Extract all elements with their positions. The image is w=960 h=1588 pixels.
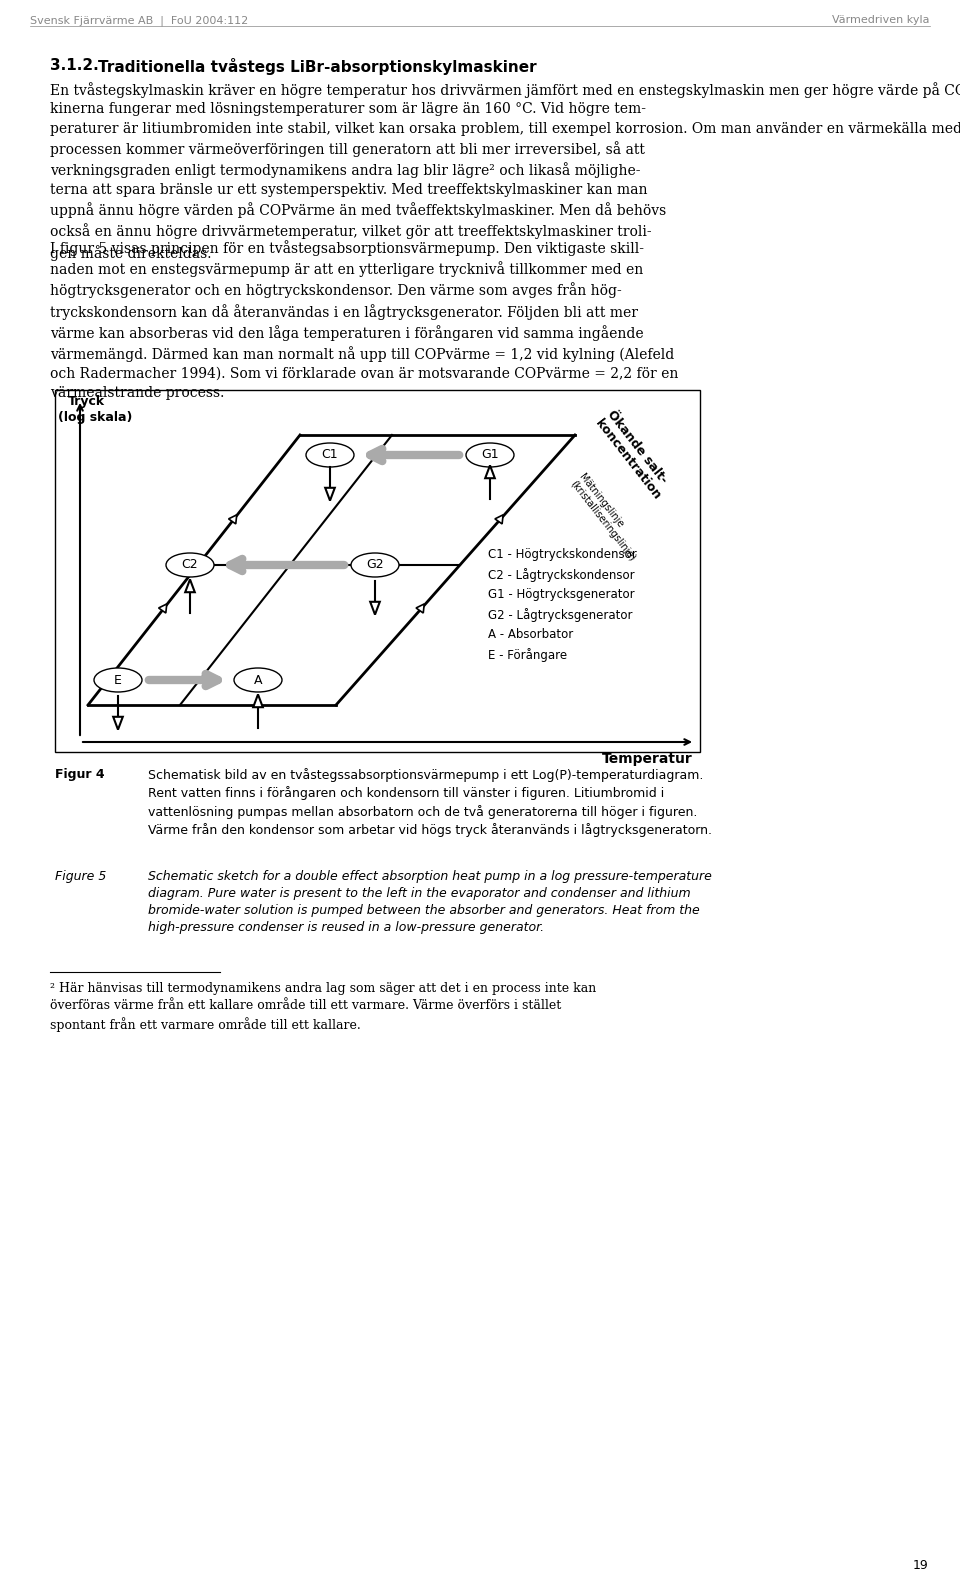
Text: A - Absorbator: A - Absorbator [488, 627, 573, 642]
Polygon shape [185, 580, 195, 592]
Text: G2 - Lågtrycksgenerator: G2 - Lågtrycksgenerator [488, 608, 633, 622]
Text: G1 - Högtrycksgenerator: G1 - Högtrycksgenerator [488, 588, 635, 600]
Polygon shape [158, 603, 167, 613]
Text: ² Här hänvisas till termodynamikens andra lag som säger att det i en process int: ² Här hänvisas till termodynamikens andr… [50, 981, 596, 1032]
Ellipse shape [351, 553, 399, 576]
Text: (log skala): (log skala) [58, 411, 132, 424]
Text: Schematic sketch for a double effect absorption heat pump in a log pressure-temp: Schematic sketch for a double effect abs… [148, 870, 712, 934]
Text: Schematisk bild av en tvåstegssabsorptionsvärmepump i ett Log(P)-temperaturdiagr: Schematisk bild av en tvåstegssabsorptio… [148, 769, 712, 837]
Ellipse shape [466, 443, 514, 467]
Text: C1 - Högtryckskondensor: C1 - Högtryckskondensor [488, 548, 636, 561]
Text: C1: C1 [322, 448, 338, 462]
Text: Svensk Fjärrvärme AB  |  FoU 2004:112: Svensk Fjärrvärme AB | FoU 2004:112 [30, 14, 249, 25]
Polygon shape [113, 716, 123, 729]
Text: 19: 19 [912, 1559, 928, 1572]
Text: C2: C2 [181, 559, 199, 572]
Text: Ökande salt-
koncentration: Ökande salt- koncentration [593, 408, 675, 502]
Text: G2: G2 [366, 559, 384, 572]
Text: A: A [253, 673, 262, 686]
Text: En tvåstegskylmaskin kräver en högre temperatur hos drivvärmen jämfört med en en: En tvåstegskylmaskin kräver en högre tem… [50, 83, 960, 260]
Text: Figur 4: Figur 4 [55, 769, 105, 781]
Polygon shape [325, 488, 335, 500]
Text: 3.1.2.: 3.1.2. [50, 59, 99, 73]
Text: Mätningslinje
(kristalliseringslinje): Mätningslinje (kristalliseringslinje) [568, 472, 646, 564]
Text: C2 - Lågtryckskondensor: C2 - Lågtryckskondensor [488, 569, 635, 581]
Ellipse shape [166, 553, 214, 576]
Text: Traditionella tvåstegs LiBr-absorptionskylmaskiner: Traditionella tvåstegs LiBr-absorptionsk… [98, 59, 537, 75]
Polygon shape [416, 603, 424, 613]
Text: Figure 5: Figure 5 [55, 870, 107, 883]
Ellipse shape [234, 669, 282, 692]
Text: G1: G1 [481, 448, 499, 462]
Text: Temperatur: Temperatur [602, 753, 693, 765]
Polygon shape [495, 515, 503, 524]
Text: Tryck: Tryck [68, 395, 106, 408]
Polygon shape [228, 515, 237, 524]
Bar [55, 391, 700, 753]
Text: E - Förångare: E - Förångare [488, 648, 567, 662]
Polygon shape [485, 465, 494, 478]
Ellipse shape [306, 443, 354, 467]
Text: Värmedriven kyla: Värmedriven kyla [832, 14, 930, 25]
Polygon shape [253, 694, 263, 707]
Ellipse shape [94, 669, 142, 692]
Polygon shape [371, 602, 380, 615]
Text: I figur 5 visas principen för en tvåstegsabsorptionsvärmepump. Den viktigaste sk: I figur 5 visas principen för en tvåsteg… [50, 240, 679, 400]
Text: E: E [114, 673, 122, 686]
